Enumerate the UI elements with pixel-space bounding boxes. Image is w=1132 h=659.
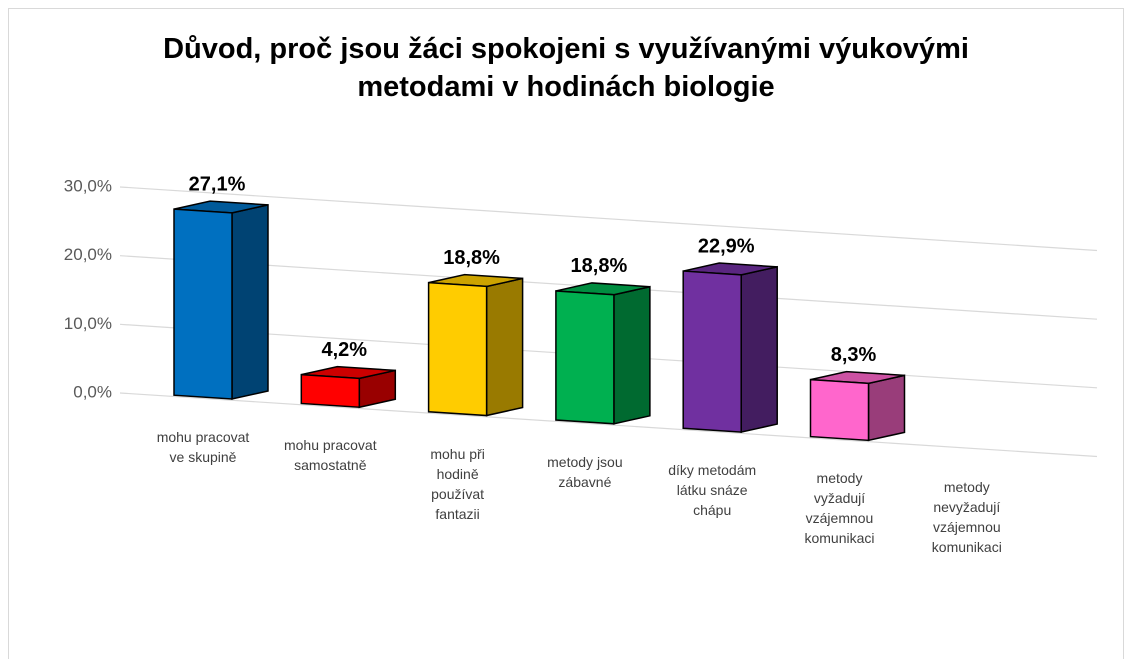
x-tick-label: mohu pracovat ve skupině [156, 429, 250, 466]
grid-line [119, 186, 1098, 252]
data-label: 18,8% [571, 255, 628, 277]
data-label: 22,9% [698, 235, 755, 257]
x-tick-label: metody nevyžadují vzájemnou komunikaci [931, 478, 1002, 555]
bar [555, 282, 651, 425]
bar-face [231, 203, 269, 400]
bar-face [613, 285, 651, 425]
data-label: 4,2% [322, 339, 368, 361]
bar-face [809, 378, 870, 442]
x-tick-label: mohu při hodině používat fantazii [430, 445, 485, 522]
y-tick-label: 20,0% [64, 245, 112, 264]
bar-face [427, 281, 488, 417]
y-tick-label: 30,0% [64, 176, 112, 195]
bar [427, 273, 524, 417]
y-tick-label: 10,0% [64, 314, 112, 333]
bar-face [173, 208, 233, 400]
data-label: 8,3% [831, 344, 877, 366]
x-tick-label: metody jsou zábavné [547, 453, 623, 490]
bar-face [740, 265, 778, 434]
bar-face [682, 270, 742, 433]
bar-face [485, 277, 524, 417]
bar-face [300, 373, 361, 409]
bar [809, 370, 906, 442]
x-tick-label: metody vyžadují vzájemnou komunikaci [804, 470, 875, 547]
bar [682, 262, 778, 434]
bar [173, 200, 269, 400]
x-tick-label: mohu pracovat samostatně [283, 437, 377, 474]
bar-face [555, 290, 615, 425]
data-label: 18,8% [443, 247, 500, 269]
data-label: 27,1% [189, 173, 246, 195]
bar [300, 365, 397, 409]
chart-border [8, 8, 1124, 659]
chart-title: Důvod, proč jsou žáci spokojeni s využív… [163, 33, 969, 103]
x-tick-label: díky metodám látku snáze chápu [668, 462, 757, 519]
grid-line [119, 392, 1098, 458]
bar-face [867, 374, 906, 442]
y-tick-label: 0,0% [73, 382, 112, 401]
